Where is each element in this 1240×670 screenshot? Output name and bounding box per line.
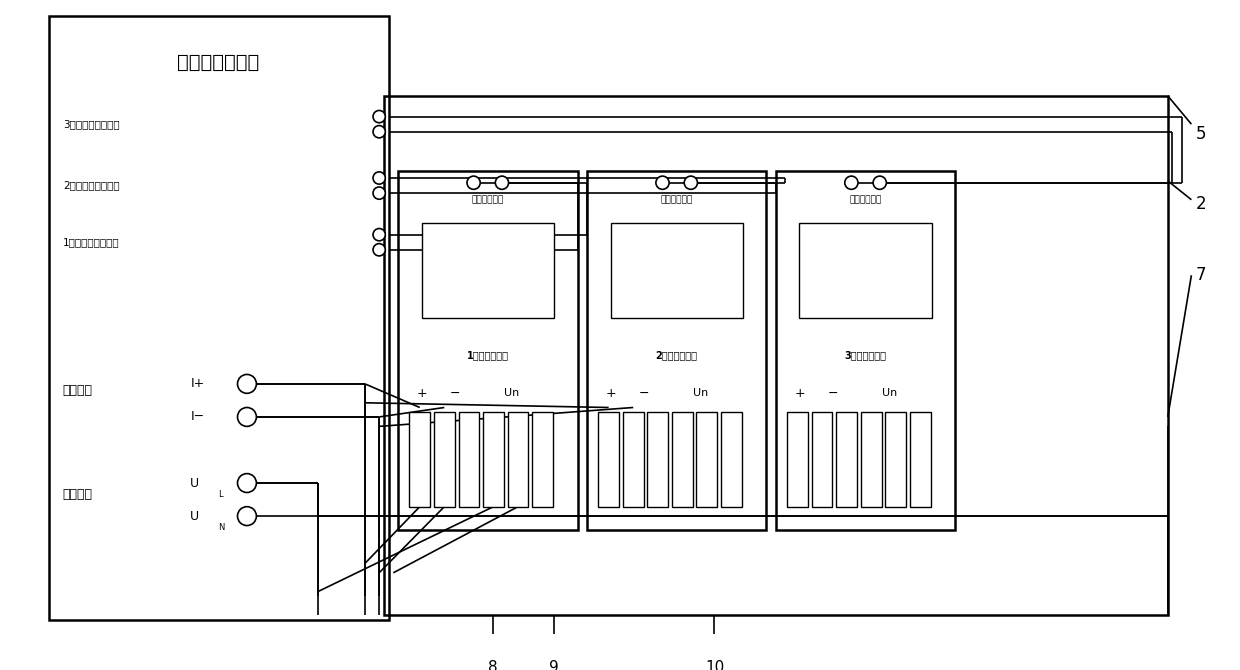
Text: 3号电能表脉冲输入: 3号电能表脉冲输入 bbox=[63, 119, 119, 129]
Text: U: U bbox=[190, 476, 200, 490]
Bar bbox=[484, 412, 503, 507]
Text: L: L bbox=[218, 490, 223, 499]
Bar bbox=[422, 223, 554, 318]
Text: 电能表检验设备: 电能表检验设备 bbox=[177, 54, 259, 72]
Text: Un: Un bbox=[693, 389, 708, 399]
Circle shape bbox=[373, 125, 386, 138]
Circle shape bbox=[684, 176, 697, 190]
Circle shape bbox=[373, 172, 386, 184]
Text: I−: I− bbox=[190, 411, 205, 423]
Text: Un: Un bbox=[882, 389, 897, 399]
Text: 1号电能表脉冲输入: 1号电能表脉冲输入 bbox=[63, 237, 119, 247]
Text: 7: 7 bbox=[1197, 266, 1207, 284]
Text: 10: 10 bbox=[704, 660, 724, 670]
Bar bbox=[812, 412, 832, 507]
Circle shape bbox=[373, 244, 386, 256]
Bar bbox=[409, 412, 430, 507]
Bar bbox=[885, 412, 906, 507]
Text: +: + bbox=[605, 387, 616, 400]
Circle shape bbox=[656, 176, 670, 190]
Text: 3号被测电能表: 3号被测电能表 bbox=[844, 350, 887, 360]
Bar bbox=[459, 412, 480, 507]
Circle shape bbox=[373, 111, 386, 123]
Bar bbox=[587, 172, 766, 530]
Bar bbox=[384, 96, 1168, 615]
Bar bbox=[697, 412, 717, 507]
Text: 8: 8 bbox=[487, 660, 497, 670]
Circle shape bbox=[467, 176, 480, 190]
Bar bbox=[398, 172, 578, 530]
Text: 电能脉冲输出: 电能脉冲输出 bbox=[661, 195, 693, 204]
Text: Un: Un bbox=[503, 389, 520, 399]
Bar bbox=[800, 223, 931, 318]
Text: U: U bbox=[190, 510, 200, 523]
Bar bbox=[910, 412, 931, 507]
Bar bbox=[532, 412, 553, 507]
Text: N: N bbox=[218, 523, 224, 532]
Bar bbox=[434, 412, 455, 507]
Bar bbox=[48, 15, 388, 620]
Bar bbox=[507, 412, 528, 507]
Text: 电能脉冲输出: 电能脉冲输出 bbox=[849, 195, 882, 204]
Text: 9: 9 bbox=[549, 660, 559, 670]
Text: +: + bbox=[794, 387, 805, 400]
Bar bbox=[598, 412, 619, 507]
Circle shape bbox=[373, 228, 386, 241]
Bar bbox=[836, 412, 857, 507]
Text: −: − bbox=[827, 387, 838, 400]
Circle shape bbox=[873, 176, 887, 190]
Circle shape bbox=[373, 187, 386, 199]
Text: 2号被测电能表: 2号被测电能表 bbox=[656, 350, 698, 360]
Text: 1号被测电能表: 1号被测电能表 bbox=[466, 350, 508, 360]
Bar bbox=[622, 412, 644, 507]
Bar bbox=[672, 412, 693, 507]
Text: I+: I+ bbox=[190, 377, 205, 391]
Circle shape bbox=[844, 176, 858, 190]
Bar bbox=[861, 412, 882, 507]
Text: 电压输出: 电压输出 bbox=[63, 488, 93, 501]
Text: 5: 5 bbox=[1197, 125, 1207, 143]
Text: 2号电能表脉冲输入: 2号电能表脉冲输入 bbox=[63, 180, 119, 190]
Circle shape bbox=[238, 407, 257, 426]
Text: 电能脉冲输出: 电能脉冲输出 bbox=[471, 195, 503, 204]
Bar bbox=[610, 223, 743, 318]
Circle shape bbox=[238, 375, 257, 393]
Text: 2: 2 bbox=[1197, 196, 1207, 214]
Bar bbox=[647, 412, 668, 507]
Bar bbox=[776, 172, 955, 530]
Text: −: − bbox=[449, 387, 460, 400]
Bar bbox=[787, 412, 808, 507]
Text: −: − bbox=[639, 387, 649, 400]
Circle shape bbox=[238, 474, 257, 492]
Text: +: + bbox=[417, 387, 427, 400]
Text: 电流输出: 电流输出 bbox=[63, 385, 93, 397]
Bar bbox=[720, 412, 742, 507]
Circle shape bbox=[495, 176, 508, 190]
Circle shape bbox=[238, 507, 257, 525]
